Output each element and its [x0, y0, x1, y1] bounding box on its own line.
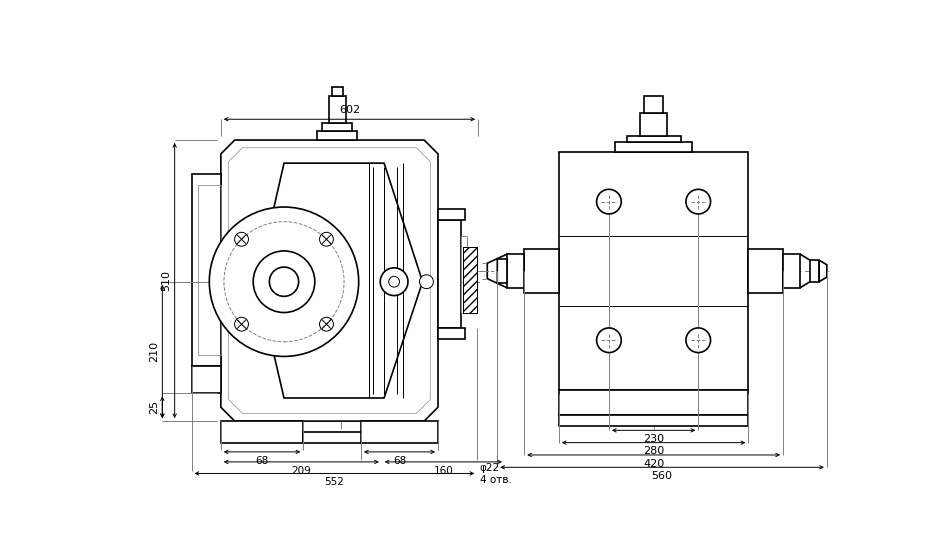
- Bar: [626, 136, 680, 142]
- Text: 230: 230: [642, 434, 664, 444]
- Circle shape: [685, 190, 710, 214]
- Bar: [559, 152, 747, 390]
- Bar: [437, 328, 464, 339]
- Bar: [437, 209, 464, 220]
- Bar: [191, 174, 221, 366]
- Circle shape: [388, 277, 399, 287]
- Circle shape: [269, 267, 298, 296]
- Bar: [437, 220, 460, 328]
- Text: 560: 560: [651, 471, 672, 481]
- Bar: [463, 247, 477, 312]
- Text: 68: 68: [393, 456, 406, 466]
- Circle shape: [419, 275, 432, 289]
- Circle shape: [253, 251, 315, 312]
- Text: 210: 210: [149, 341, 159, 362]
- Bar: [559, 390, 747, 415]
- Circle shape: [596, 328, 621, 353]
- Text: 209: 209: [291, 466, 311, 476]
- Bar: [329, 96, 345, 123]
- Bar: [361, 421, 437, 444]
- Text: 420: 420: [642, 459, 664, 469]
- Bar: [316, 131, 356, 140]
- Bar: [496, 258, 507, 283]
- Polygon shape: [221, 140, 437, 421]
- Bar: [809, 260, 818, 282]
- Bar: [303, 432, 361, 444]
- Bar: [221, 421, 303, 444]
- Text: φ22
4 отв.: φ22 4 отв.: [479, 463, 511, 485]
- Polygon shape: [818, 260, 826, 282]
- Bar: [460, 235, 467, 312]
- Bar: [507, 254, 523, 288]
- Bar: [782, 254, 799, 288]
- Text: 510: 510: [161, 270, 172, 291]
- Bar: [523, 250, 559, 293]
- Bar: [191, 366, 221, 393]
- Text: 160: 160: [433, 466, 453, 476]
- Bar: [198, 186, 221, 355]
- Text: 280: 280: [642, 446, 664, 456]
- Polygon shape: [487, 258, 496, 283]
- Circle shape: [209, 207, 358, 356]
- Text: 552: 552: [324, 477, 344, 487]
- Text: 68: 68: [255, 456, 268, 466]
- Bar: [644, 96, 662, 113]
- Bar: [322, 123, 352, 131]
- Circle shape: [685, 328, 710, 353]
- Bar: [639, 113, 666, 136]
- Text: 25: 25: [149, 400, 159, 414]
- Bar: [747, 250, 782, 293]
- Bar: [331, 87, 342, 96]
- Bar: [463, 247, 477, 312]
- Text: 602: 602: [339, 105, 360, 115]
- Circle shape: [380, 268, 407, 295]
- Circle shape: [596, 190, 621, 214]
- Bar: [614, 142, 691, 152]
- Bar: [559, 415, 747, 426]
